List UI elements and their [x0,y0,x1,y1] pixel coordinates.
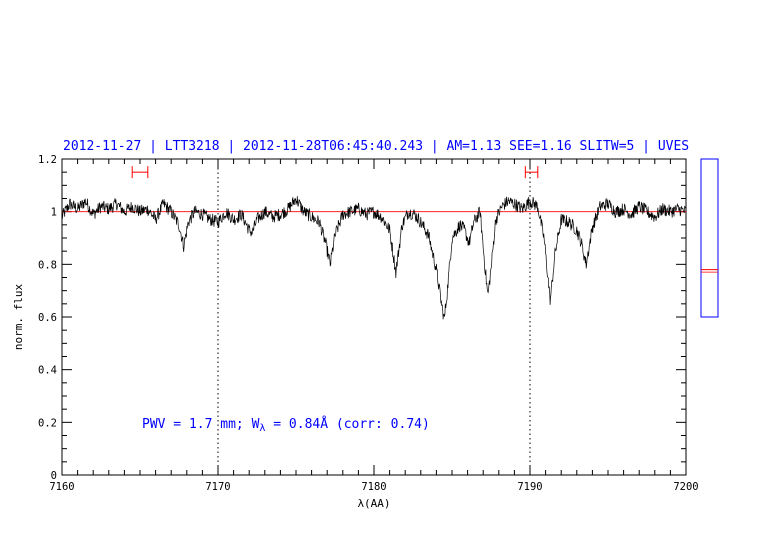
inset-box [700,158,719,318]
pwv-annotation: PWV = 1.7 mm; Wλ = 0.84Å (corr: 0.74) [142,416,430,434]
tick-labels: 7160 7170 7180 7190 7200 0 0.2 0.4 0.6 0.8 1 1.2 [38,154,699,493]
spectrum-line [61,196,686,320]
y-tick-label: 0 [51,470,57,482]
pwv-text: PWV = 1.7 mm; W [142,417,260,432]
spectrum-line-group [61,196,686,320]
y-axis-label: norm. flux [12,284,25,351]
axis-ticks [61,158,687,476]
x-tick-label: 7170 [205,481,230,493]
y-tick-label: 0.8 [38,259,57,271]
x-tick-label: 7180 [361,481,386,493]
x-tick-label: 7160 [49,481,74,493]
reference-lines [217,159,531,475]
inset-panel [700,158,719,318]
range-marker-0 [131,166,149,179]
x-tick-label: 7200 [673,481,698,493]
chart-title: 2012-11-27 | LTT3218 | 2012-11-28T06:45:… [63,139,689,154]
range-markers [131,166,539,179]
y-tick-label: 0.4 [38,365,57,377]
y-tick-label: 0.2 [38,417,57,429]
w-text: = 0.84Å (corr: 0.74) [265,416,429,432]
w-subscript: λ [259,423,265,434]
y-tick-label: 0.6 [38,312,57,324]
y-tick-label: 1 [51,207,57,219]
y-tick-label: 1.2 [38,154,57,166]
x-axis-label: λ(AA) [357,497,390,510]
x-tick-label: 7190 [517,481,542,493]
range-marker-1 [524,166,539,179]
